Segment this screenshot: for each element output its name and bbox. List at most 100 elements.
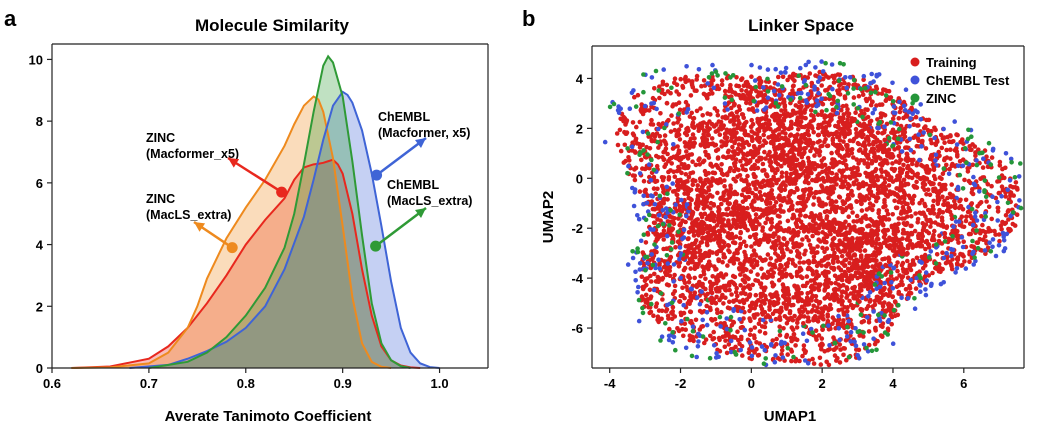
point-training xyxy=(791,71,796,77)
point-training xyxy=(660,155,665,160)
point-training xyxy=(655,274,661,280)
point-training xyxy=(937,207,942,213)
point-training xyxy=(873,328,878,333)
point-training xyxy=(870,203,876,208)
point-training xyxy=(895,140,900,146)
point-training xyxy=(819,336,825,341)
point-training xyxy=(791,91,797,96)
point-training xyxy=(754,299,759,305)
point-zinc xyxy=(706,75,712,80)
point-training xyxy=(716,335,722,341)
point-zinc xyxy=(753,84,759,90)
point-training xyxy=(895,268,900,274)
point-training xyxy=(733,297,739,303)
point-training xyxy=(716,119,722,124)
point-training xyxy=(837,72,843,78)
point-chembl-test xyxy=(694,295,700,300)
point-training xyxy=(740,92,746,98)
point-training xyxy=(731,127,737,132)
point-training xyxy=(658,111,663,116)
point-zinc xyxy=(882,313,887,318)
point-zinc xyxy=(861,330,866,335)
point-training xyxy=(687,309,693,315)
point-training xyxy=(758,281,763,287)
point-chembl-test xyxy=(782,340,787,346)
point-zinc xyxy=(876,121,881,126)
point-zinc xyxy=(785,345,791,351)
point-training xyxy=(830,136,836,141)
point-training xyxy=(741,316,746,321)
point-training xyxy=(733,157,739,162)
point-training xyxy=(735,293,740,299)
point-training xyxy=(811,315,816,321)
point-training xyxy=(813,177,819,182)
point-training xyxy=(955,261,960,267)
y-tick-label: 10 xyxy=(29,52,43,67)
point-training xyxy=(803,213,808,219)
point-training xyxy=(840,199,845,204)
point-training xyxy=(689,110,694,116)
point-training xyxy=(837,159,842,165)
point-training xyxy=(958,251,963,257)
point-training xyxy=(689,224,695,230)
point-training xyxy=(917,269,922,275)
point-training xyxy=(857,333,862,338)
point-chembl-test xyxy=(921,130,926,135)
point-chembl-test xyxy=(995,199,1000,205)
point-chembl-test xyxy=(963,266,969,271)
point-training xyxy=(649,137,654,143)
point-training xyxy=(856,93,862,99)
point-training xyxy=(784,242,789,248)
point-training xyxy=(875,338,880,344)
point-training xyxy=(739,88,744,93)
point-chembl-test xyxy=(829,62,835,67)
point-chembl-test xyxy=(806,59,811,65)
point-training xyxy=(716,248,722,254)
point-training xyxy=(640,111,646,117)
point-training xyxy=(786,257,792,262)
point-training xyxy=(676,148,682,154)
point-training xyxy=(867,183,873,189)
point-training xyxy=(690,258,695,264)
point-training xyxy=(982,234,988,239)
point-training xyxy=(778,203,783,208)
point-training xyxy=(735,114,740,119)
point-training xyxy=(784,170,789,176)
point-zinc xyxy=(950,234,955,239)
point-training xyxy=(868,297,873,303)
point-training xyxy=(817,171,822,177)
point-training xyxy=(639,157,644,163)
point-training xyxy=(630,140,635,145)
point-training xyxy=(690,120,696,126)
point-training xyxy=(734,83,739,88)
point-training xyxy=(696,243,702,249)
point-training xyxy=(691,233,697,238)
point-chembl-test xyxy=(941,255,947,261)
point-training xyxy=(979,214,984,219)
point-training xyxy=(851,95,857,100)
point-training xyxy=(869,132,874,138)
point-chembl-test xyxy=(749,62,754,68)
point-chembl-test xyxy=(853,326,858,331)
point-training xyxy=(721,283,726,289)
point-training xyxy=(797,260,802,265)
point-training xyxy=(828,306,834,312)
point-chembl-test xyxy=(990,244,995,250)
point-training xyxy=(921,211,927,217)
point-training xyxy=(870,264,875,269)
point-training xyxy=(888,95,894,100)
point-training xyxy=(836,308,841,313)
point-training xyxy=(809,298,814,303)
point-chembl-test xyxy=(837,337,842,343)
point-training xyxy=(860,180,866,185)
point-training xyxy=(980,228,986,234)
point-training xyxy=(659,183,665,189)
point-training xyxy=(632,173,637,179)
point-training xyxy=(924,117,929,123)
point-training xyxy=(785,246,790,252)
point-training xyxy=(965,169,971,174)
point-chembl-test xyxy=(983,210,988,216)
point-training xyxy=(878,190,883,195)
point-chembl-test xyxy=(671,279,676,284)
point-training xyxy=(969,216,975,221)
